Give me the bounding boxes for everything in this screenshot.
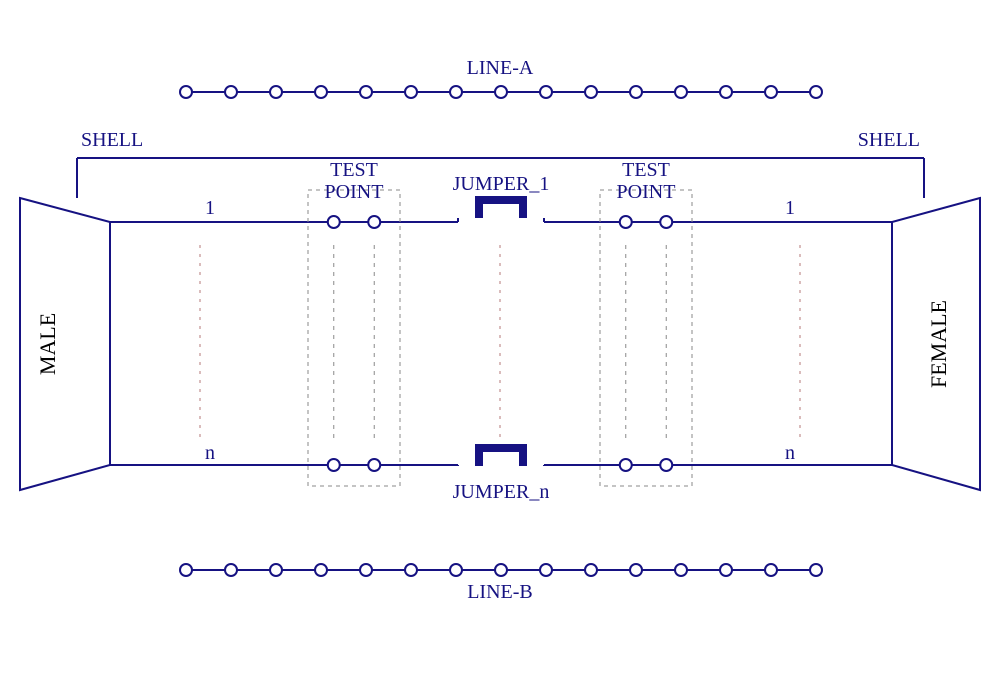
jumper-n-label: JUMPER_n <box>453 481 550 503</box>
line-b-node <box>585 564 597 576</box>
jumper-n <box>479 448 523 466</box>
male-connector <box>20 198 110 490</box>
line-a-node <box>765 86 777 98</box>
line-a-label: LINE-A <box>467 57 534 79</box>
line-b-node <box>630 564 642 576</box>
testpoint-node <box>620 216 632 228</box>
testpoint-node <box>368 216 380 228</box>
line-a-node <box>405 86 417 98</box>
schematic-diagram: LINE-A LINE-B SHELL SHELL MALE FEMALE 1 1 n n JUMP… <box>0 0 1000 680</box>
line-b-node <box>405 564 417 576</box>
male-label: MALE <box>35 313 60 375</box>
line-a-node <box>180 86 192 98</box>
line-a-node <box>315 86 327 98</box>
line-b-node <box>540 564 552 576</box>
testpoint-box <box>600 190 692 486</box>
line-b-node <box>180 564 192 576</box>
line-a-node <box>675 86 687 98</box>
line-a-node <box>720 86 732 98</box>
line-a-node <box>630 86 642 98</box>
line-a-node <box>450 86 462 98</box>
pin-n-left: n <box>205 442 215 464</box>
shell-left-label: SHELL <box>81 129 143 151</box>
shell-right-label: SHELL <box>858 129 920 151</box>
line-b-node <box>450 564 462 576</box>
line-b-node <box>675 564 687 576</box>
testpoint_right-label-2: POINT <box>617 181 676 203</box>
line-b-node <box>225 564 237 576</box>
line-b-node <box>360 564 372 576</box>
line-a-node <box>270 86 282 98</box>
testpoint_right-label-1: TEST <box>622 159 670 181</box>
jumper-1 <box>479 200 523 218</box>
testpoint-node <box>620 459 632 471</box>
line-b-node <box>315 564 327 576</box>
testpoint-node <box>660 459 672 471</box>
testpoint_left-label-1: TEST <box>330 159 378 181</box>
testpoint_left-label-2: POINT <box>325 181 384 203</box>
jumper-1-label: JUMPER_1 <box>453 173 550 195</box>
line-b-node <box>270 564 282 576</box>
testpoint-node <box>328 216 340 228</box>
line-a-node <box>225 86 237 98</box>
line-b-label: LINE-B <box>467 581 533 603</box>
line-b-node <box>810 564 822 576</box>
testpoint-box <box>308 190 400 486</box>
line-a-node <box>540 86 552 98</box>
testpoint-node <box>660 216 672 228</box>
line-a-node <box>360 86 372 98</box>
female-label: FEMALE <box>926 300 951 388</box>
pin-1-left: 1 <box>205 197 215 219</box>
line-b-node <box>765 564 777 576</box>
line-a-node <box>810 86 822 98</box>
line-b-node <box>720 564 732 576</box>
pin-n-right: n <box>785 442 795 464</box>
line-a-node <box>495 86 507 98</box>
testpoint-node <box>368 459 380 471</box>
pin-1-right: 1 <box>785 197 795 219</box>
testpoint-node <box>328 459 340 471</box>
line-b-node <box>495 564 507 576</box>
line-a-node <box>585 86 597 98</box>
